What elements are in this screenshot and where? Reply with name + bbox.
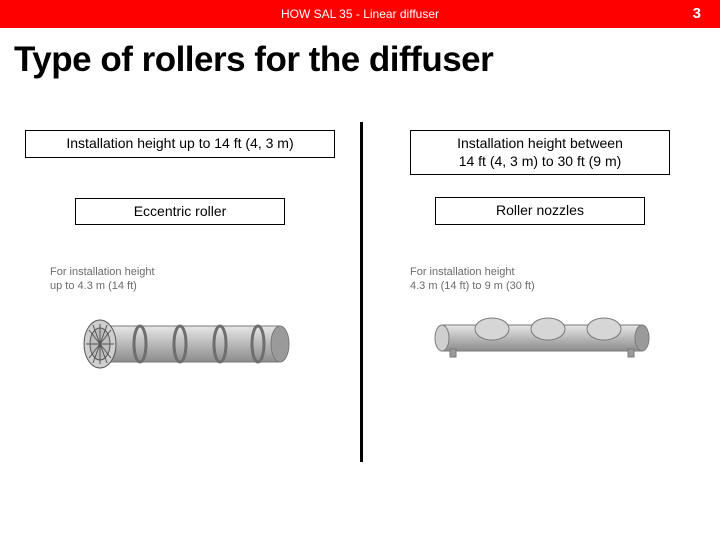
left-caption-line1: For installation height	[50, 266, 155, 278]
left-type-text: Eccentric roller	[134, 203, 227, 221]
right-height-box: Installation height between 14 ft (4, 3 …	[410, 130, 670, 175]
left-caption-line2: up to 4.3 m (14 ft)	[50, 280, 137, 292]
left-column: Installation height up to 14 ft (4, 3 m)…	[0, 130, 360, 386]
right-caption-line1: For installation height	[410, 266, 515, 278]
right-height-text: Installation height between 14 ft (4, 3 …	[457, 135, 623, 170]
left-diagram	[50, 300, 310, 386]
page-number: 3	[693, 5, 701, 22]
vertical-divider	[360, 122, 363, 462]
right-caption: For installation height 4.3 m (14 ft) to…	[410, 265, 670, 294]
right-caption-line2: 4.3 m (14 ft) to 9 m (30 ft)	[410, 280, 535, 292]
columns: Installation height up to 14 ft (4, 3 m)…	[0, 130, 720, 386]
slide-title: Type of rollers for the diffuser	[14, 40, 720, 80]
right-type-box: Roller nozzles	[435, 197, 645, 225]
left-caption: For installation height up to 4.3 m (14 …	[50, 265, 310, 294]
roller-nozzles-icon	[420, 299, 660, 375]
left-height-box: Installation height up to 14 ft (4, 3 m)	[25, 130, 335, 158]
header-bar: HOW SAL 35 - Linear diffuser 3	[0, 0, 720, 28]
eccentric-roller-icon	[60, 300, 300, 386]
left-type-box: Eccentric roller	[75, 198, 285, 226]
right-type-text: Roller nozzles	[496, 202, 584, 220]
right-diagram	[410, 299, 670, 375]
header-title: HOW SAL 35 - Linear diffuser	[281, 7, 439, 21]
right-column: Installation height between 14 ft (4, 3 …	[360, 130, 720, 386]
left-height-text: Installation height up to 14 ft (4, 3 m)	[66, 135, 293, 153]
